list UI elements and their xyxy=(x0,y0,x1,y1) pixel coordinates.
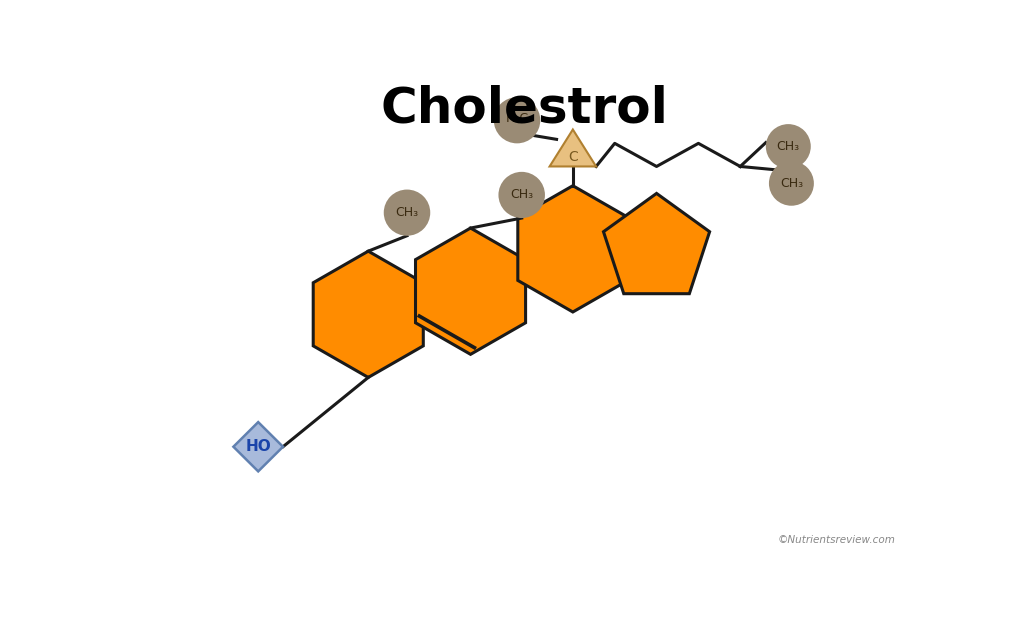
Text: CH₃: CH₃ xyxy=(395,206,419,219)
Text: C: C xyxy=(568,149,578,164)
Circle shape xyxy=(769,161,814,206)
Polygon shape xyxy=(416,228,525,354)
Text: CH₃: CH₃ xyxy=(777,140,800,153)
Circle shape xyxy=(384,190,430,236)
Text: HO: HO xyxy=(246,439,271,454)
Polygon shape xyxy=(603,193,710,294)
Polygon shape xyxy=(518,186,628,312)
Polygon shape xyxy=(233,422,283,471)
Polygon shape xyxy=(313,251,423,377)
Text: Cholestrol: Cholestrol xyxy=(381,85,669,133)
Circle shape xyxy=(766,124,811,169)
Text: CH₃: CH₃ xyxy=(780,177,803,190)
Text: H₃C: H₃C xyxy=(506,112,528,125)
Text: ©Nutrientsreview.com: ©Nutrientsreview.com xyxy=(777,536,895,546)
Polygon shape xyxy=(550,130,596,166)
Circle shape xyxy=(499,172,545,218)
Circle shape xyxy=(494,97,541,144)
Text: CH₃: CH₃ xyxy=(510,188,534,202)
